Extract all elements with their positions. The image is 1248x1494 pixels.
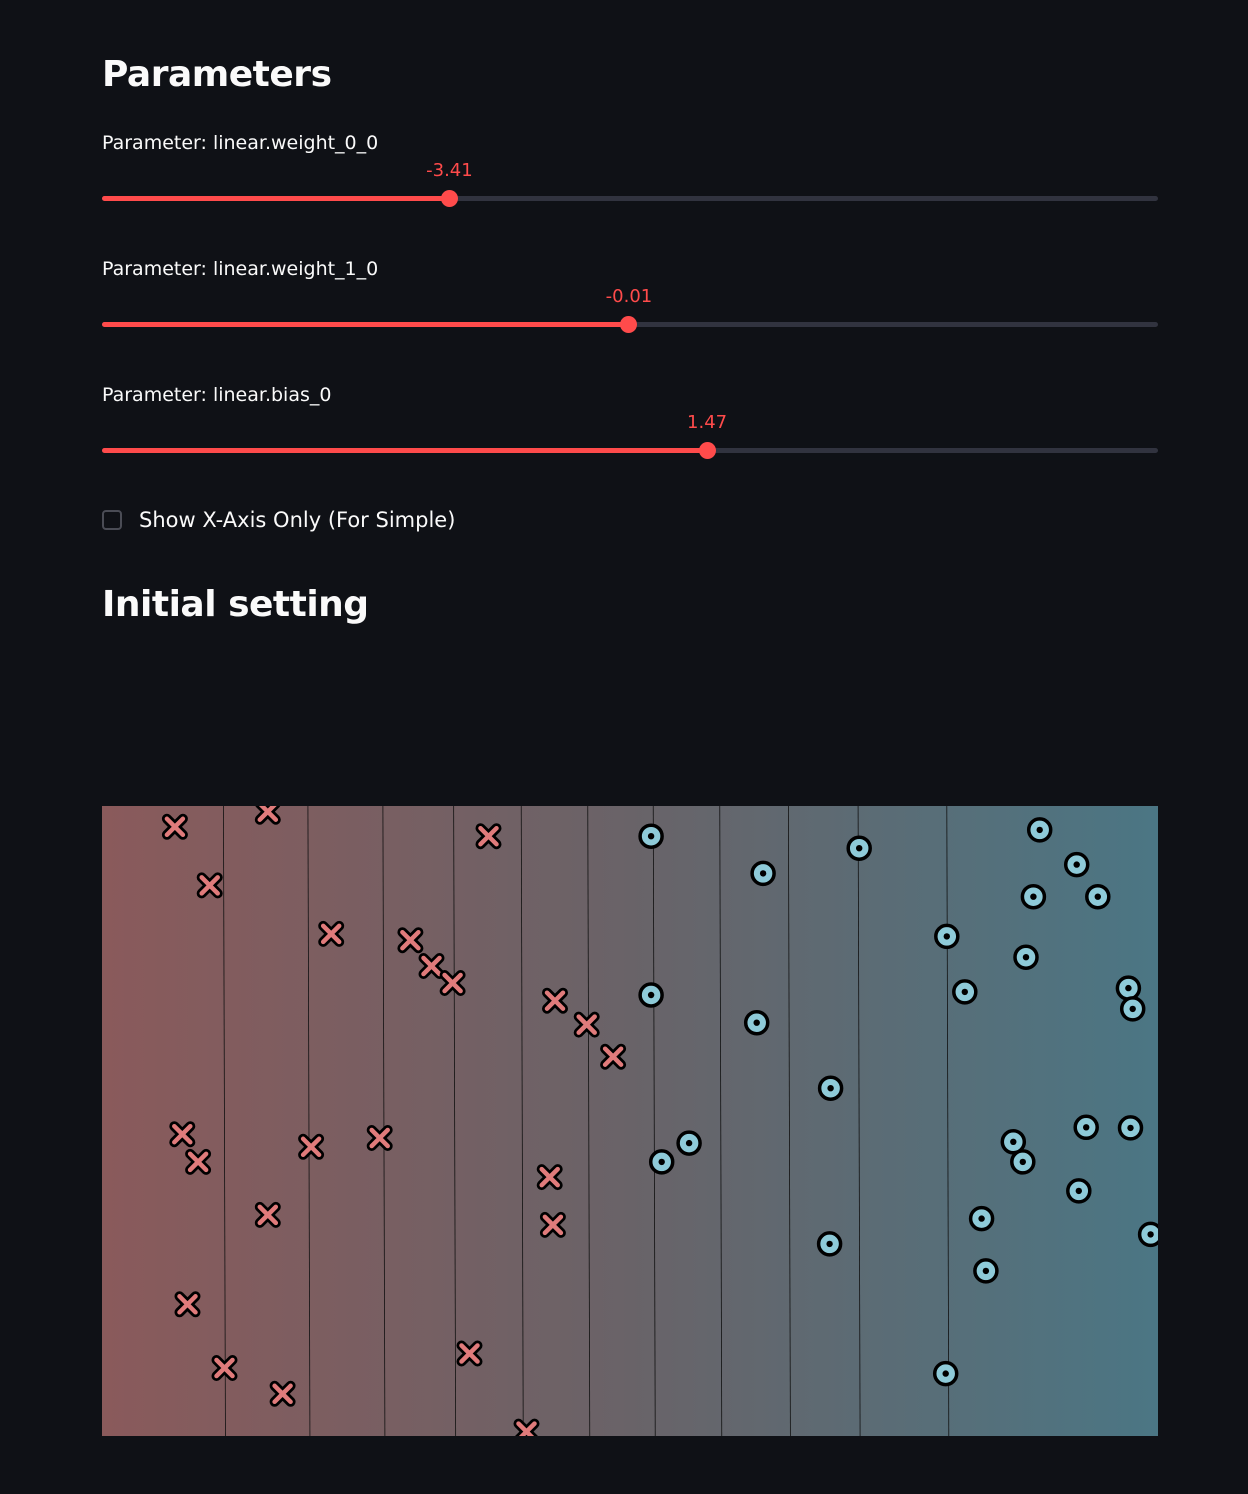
class-1-o-marker [1000,1129,1027,1155]
class-0-x-marker [196,872,223,899]
decision-contour-line [857,806,861,1436]
decision-contours [223,806,950,1436]
checkbox-label: Show X-Axis Only (For Simple) [139,508,456,532]
class-0-x-marker [254,1201,281,1228]
class-0-x-marker [397,927,424,954]
class-0-x-marker [539,1211,566,1238]
initial-setting-heading: Initial setting [102,584,369,625]
slider-thumb[interactable] [620,316,638,333]
slider-track[interactable] [102,442,1158,459]
show-x-axis-checkbox-row[interactable]: Show X-Axis Only (For Simple) [102,508,455,532]
class-1-o-marker [1119,996,1146,1022]
decision-boundary-plot [102,806,1158,1436]
class-1-o-marker [1073,1114,1099,1141]
class-1-o-marker [1066,1178,1092,1204]
slider-fill [102,196,450,201]
show-x-axis-checkbox[interactable] [102,510,122,530]
class-1-o-marker [743,1009,770,1036]
slider-bias-0: Parameter: linear.bias_0 1.47 [102,384,1158,494]
class-0-x-marker [513,1418,540,1436]
decision-contour-line [587,806,591,1436]
class-0-x-marker [298,1133,325,1160]
class-1-o-marker [638,823,664,849]
class-1-o-marker [676,1130,702,1156]
decision-contour-line [520,806,524,1436]
class-0-x-marker [573,1011,600,1038]
class-1-o-marker [1063,851,1090,878]
slider-value: 1.47 [687,412,728,433]
class-1-o-marker [1137,1221,1158,1248]
decision-contour-line [223,806,226,1436]
class-1-o-marker [1085,883,1111,910]
slider-label: Parameter: linear.weight_1_0 [102,258,379,280]
slider-label: Parameter: linear.bias_0 [102,384,332,406]
decision-contour-line [382,806,386,1436]
parameters-heading: Parameters [102,54,332,95]
class-1-o-marker [750,860,776,887]
class-1-o-marker [968,1205,995,1232]
class-0-x-marker [418,953,445,979]
class-1-o-marker [1013,944,1039,970]
class-1-o-marker [817,1075,844,1101]
class-1-o-marker [816,1231,843,1257]
slider-track[interactable] [102,190,1158,207]
slider-value: -3.41 [426,160,473,181]
slider-track[interactable] [102,316,1158,333]
class-0-x-marker [161,813,188,840]
class-0-x-marker [185,1148,212,1175]
class-1-o-marker [638,982,664,1008]
class-0-x-marker [366,1125,393,1151]
slider-thumb[interactable] [440,190,458,207]
class-0-x-marker [542,987,568,1014]
class-1-o-marker [1117,1115,1144,1141]
class-0-x-marker [169,1121,196,1148]
slider-fill [102,322,629,327]
plot-svg [102,806,1158,1436]
class-1-o-marker [932,1360,959,1387]
class-0-x-marker [318,920,345,947]
decision-contour-line [719,806,723,1436]
decision-contour-line [946,806,950,1436]
class-0-x-marker [439,970,466,996]
class-1-o-marker [1010,1149,1036,1175]
decision-contour-line [453,806,457,1436]
class-0-x-marker [174,1291,201,1318]
plot-background [102,806,1158,1436]
class-1-o-marker [648,1149,675,1175]
class-1-o-marker [1020,883,1047,910]
class-1-o-marker [1026,817,1053,843]
class-0-x-marker [475,823,502,850]
decision-contour-line [788,806,791,1436]
slider-label: Parameter: linear.weight_0_0 [102,132,379,154]
decision-contour-line [652,806,656,1436]
class-0-x-marker [600,1043,627,1070]
class-0-x-marker [536,1164,563,1191]
class-1-o-marker [846,835,872,861]
slider-thumb[interactable] [698,442,716,459]
data-points [161,806,1158,1436]
class-0-x-marker [254,806,281,825]
class-0-x-marker [456,1340,483,1367]
class-1-o-marker [973,1258,999,1284]
slider-weight-0-0: Parameter: linear.weight_0_0 -3.41 [102,132,1158,242]
class-0-x-marker [211,1355,238,1381]
slider-value: -0.01 [605,286,653,307]
class-1-o-marker [934,923,960,950]
class-1-o-marker [952,979,978,1005]
class-1-o-marker [1115,975,1142,1001]
slider-fill [102,448,708,453]
slider-weight-1-0: Parameter: linear.weight_1_0 -0.01 [102,258,1158,368]
decision-contour-line [307,806,311,1436]
class-0-x-marker [269,1380,296,1407]
